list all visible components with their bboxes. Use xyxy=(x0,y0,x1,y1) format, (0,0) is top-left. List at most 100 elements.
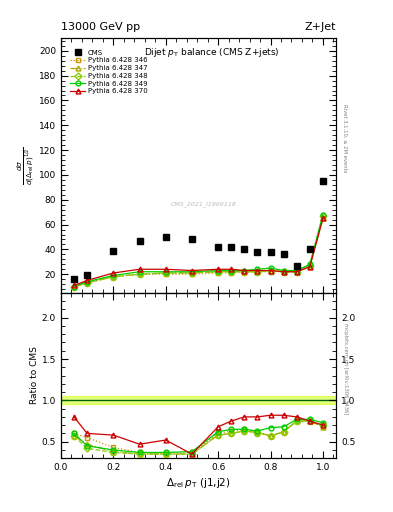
CMS xyxy=(294,263,299,269)
Pythia 6.428 370 xyxy=(294,269,299,275)
Pythia 6.428 347 xyxy=(281,269,286,275)
Pythia 6.428 346 xyxy=(85,280,90,286)
Pythia 6.428 348 xyxy=(281,269,286,275)
Pythia 6.428 349 xyxy=(216,267,220,273)
Text: Z+Jet: Z+Jet xyxy=(305,22,336,32)
Pythia 6.428 349 xyxy=(268,265,273,271)
Pythia 6.428 348 xyxy=(137,271,142,278)
Pythia 6.428 346 xyxy=(321,216,325,222)
Pythia 6.428 349 xyxy=(72,284,76,290)
Y-axis label: $\frac{d\sigma}{d(\Delta_{\rm rel}\,p)^{1/2}}$: $\frac{d\sigma}{d(\Delta_{\rm rel}\,p)^{… xyxy=(16,146,37,185)
Pythia 6.428 349 xyxy=(189,269,194,275)
Y-axis label: Ratio to CMS: Ratio to CMS xyxy=(30,347,39,404)
CMS xyxy=(163,234,168,240)
Pythia 6.428 348 xyxy=(242,269,247,275)
Pythia 6.428 349 xyxy=(281,267,286,273)
Pythia 6.428 348 xyxy=(163,270,168,276)
Pythia 6.428 370 xyxy=(255,267,260,273)
Pythia 6.428 370 xyxy=(137,266,142,272)
Pythia 6.428 348 xyxy=(255,269,260,275)
Pythia 6.428 348 xyxy=(307,263,312,269)
CMS xyxy=(137,238,142,244)
CMS xyxy=(111,248,116,254)
Pythia 6.428 348 xyxy=(321,213,325,219)
CMS xyxy=(307,246,312,252)
Pythia 6.428 346 xyxy=(137,271,142,278)
Pythia 6.428 347 xyxy=(294,269,299,275)
Pythia 6.428 349 xyxy=(242,267,247,273)
Pythia 6.428 346 xyxy=(242,269,247,275)
CMS xyxy=(321,178,325,184)
Pythia 6.428 347 xyxy=(321,216,325,222)
Pythia 6.428 347 xyxy=(137,271,142,278)
Pythia 6.428 370 xyxy=(281,269,286,275)
Pythia 6.428 346 xyxy=(255,269,260,275)
Pythia 6.428 348 xyxy=(72,284,76,290)
Line: Pythia 6.428 370: Pythia 6.428 370 xyxy=(72,216,325,288)
Text: CMS_2021_I1866118: CMS_2021_I1866118 xyxy=(171,201,237,207)
Pythia 6.428 349 xyxy=(229,267,233,273)
Line: Pythia 6.428 349: Pythia 6.428 349 xyxy=(72,212,325,289)
Text: mcplots.cern.ch [arXiv:1306.3436]: mcplots.cern.ch [arXiv:1306.3436] xyxy=(343,323,348,414)
Pythia 6.428 349 xyxy=(307,261,312,267)
Pythia 6.428 370 xyxy=(307,264,312,270)
CMS xyxy=(85,272,90,279)
Text: Rivet 3.1.10, ≥ 2M events: Rivet 3.1.10, ≥ 2M events xyxy=(343,104,348,173)
Pythia 6.428 346 xyxy=(111,273,116,280)
CMS xyxy=(281,251,286,258)
Pythia 6.428 348 xyxy=(216,269,220,275)
Pythia 6.428 370 xyxy=(72,282,76,288)
Pythia 6.428 370 xyxy=(111,270,116,276)
Pythia 6.428 349 xyxy=(111,272,116,279)
CMS xyxy=(189,237,194,243)
Text: Dijet $p_{\rm T}$ balance (CMS Z+jets): Dijet $p_{\rm T}$ balance (CMS Z+jets) xyxy=(144,46,280,59)
Pythia 6.428 370 xyxy=(85,278,90,284)
Legend: CMS, Pythia 6.428 346, Pythia 6.428 347, Pythia 6.428 348, Pythia 6.428 349, Pyt: CMS, Pythia 6.428 346, Pythia 6.428 347,… xyxy=(67,47,151,97)
Pythia 6.428 348 xyxy=(189,270,194,276)
Pythia 6.428 349 xyxy=(255,266,260,272)
CMS xyxy=(268,249,273,255)
Pythia 6.428 346 xyxy=(294,269,299,275)
Pythia 6.428 347 xyxy=(85,280,90,286)
Pythia 6.428 347 xyxy=(255,269,260,275)
Pythia 6.428 349 xyxy=(321,211,325,218)
Pythia 6.428 370 xyxy=(216,266,220,272)
Pythia 6.428 346 xyxy=(307,264,312,270)
Pythia 6.428 347 xyxy=(163,270,168,276)
Pythia 6.428 370 xyxy=(242,267,247,273)
Pythia 6.428 348 xyxy=(111,273,116,280)
CMS xyxy=(242,246,247,252)
Pythia 6.428 349 xyxy=(85,279,90,285)
Pythia 6.428 347 xyxy=(111,273,116,280)
Pythia 6.428 346 xyxy=(229,270,233,276)
Pythia 6.428 346 xyxy=(72,284,76,290)
Pythia 6.428 348 xyxy=(268,267,273,273)
Text: 13000 GeV pp: 13000 GeV pp xyxy=(61,22,140,32)
Pythia 6.428 370 xyxy=(229,266,233,272)
Pythia 6.428 347 xyxy=(229,269,233,275)
Pythia 6.428 348 xyxy=(85,280,90,286)
X-axis label: $\Delta_{\rm rel}\,p_{\rm T}$ (j1,j2): $\Delta_{\rm rel}\,p_{\rm T}$ (j1,j2) xyxy=(166,476,231,490)
Pythia 6.428 370 xyxy=(321,216,325,222)
Pythia 6.428 349 xyxy=(163,269,168,275)
Bar xyxy=(61,396,336,404)
Line: Pythia 6.428 348: Pythia 6.428 348 xyxy=(72,214,325,289)
Pythia 6.428 347 xyxy=(72,284,76,290)
Pythia 6.428 347 xyxy=(307,263,312,269)
Pythia 6.428 349 xyxy=(294,267,299,273)
Pythia 6.428 346 xyxy=(163,271,168,278)
Pythia 6.428 370 xyxy=(189,267,194,273)
Pythia 6.428 370 xyxy=(163,266,168,272)
Pythia 6.428 347 xyxy=(242,269,247,275)
Line: CMS: CMS xyxy=(71,178,326,282)
Pythia 6.428 370 xyxy=(268,267,273,273)
Pythia 6.428 346 xyxy=(268,269,273,275)
CMS xyxy=(229,244,233,250)
CMS xyxy=(255,249,260,255)
CMS xyxy=(216,244,220,250)
Line: Pythia 6.428 346: Pythia 6.428 346 xyxy=(72,216,325,289)
Pythia 6.428 346 xyxy=(281,269,286,275)
Pythia 6.428 347 xyxy=(216,269,220,275)
CMS xyxy=(72,276,76,282)
Pythia 6.428 347 xyxy=(189,270,194,276)
